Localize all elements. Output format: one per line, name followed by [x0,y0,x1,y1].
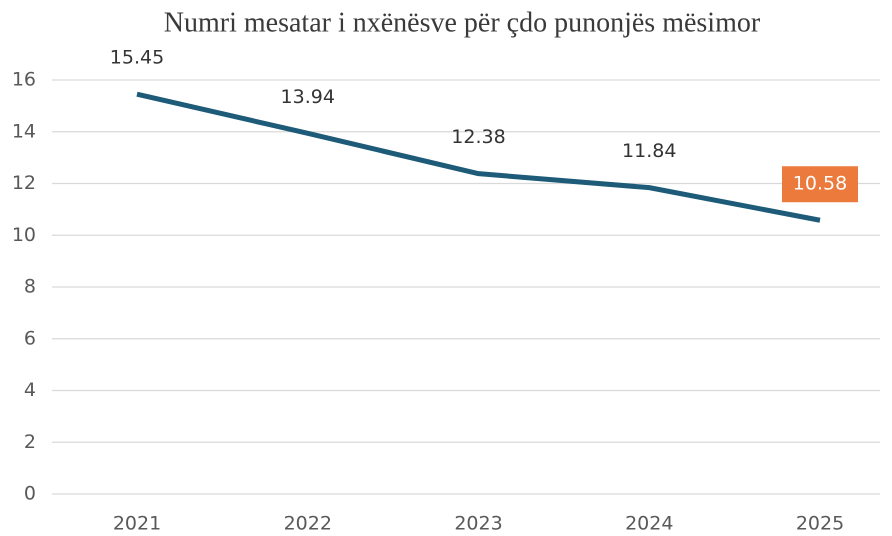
y-tick-label: 4 [24,379,36,401]
y-tick-label: 14 [12,120,36,142]
y-tick-label: 16 [12,69,36,91]
data-label: 13.94 [281,86,335,108]
y-tick-label: 2 [24,431,36,453]
data-label: 11.84 [622,140,676,162]
data-label: 12.38 [451,126,505,148]
y-tick-label: 12 [12,172,36,194]
data-label: 10.58 [793,173,847,195]
y-tick-label: 6 [24,327,36,349]
series-line [136,91,821,223]
chart-title: Numri mesatar i nxënësve për çdo punonjë… [164,7,761,38]
y-tick-label: 8 [24,276,36,298]
x-tick-label: 2021 [113,513,161,535]
x-tick-label: 2022 [284,513,332,535]
y-tick-label: 0 [24,483,36,505]
y-tick-label: 10 [12,224,36,246]
x-tick-label: 2023 [454,513,502,535]
x-tick-label: 2024 [625,513,673,535]
data-label: 15.45 [110,47,164,69]
x-tick-label: 2025 [796,513,844,535]
data-label-box [782,166,858,203]
